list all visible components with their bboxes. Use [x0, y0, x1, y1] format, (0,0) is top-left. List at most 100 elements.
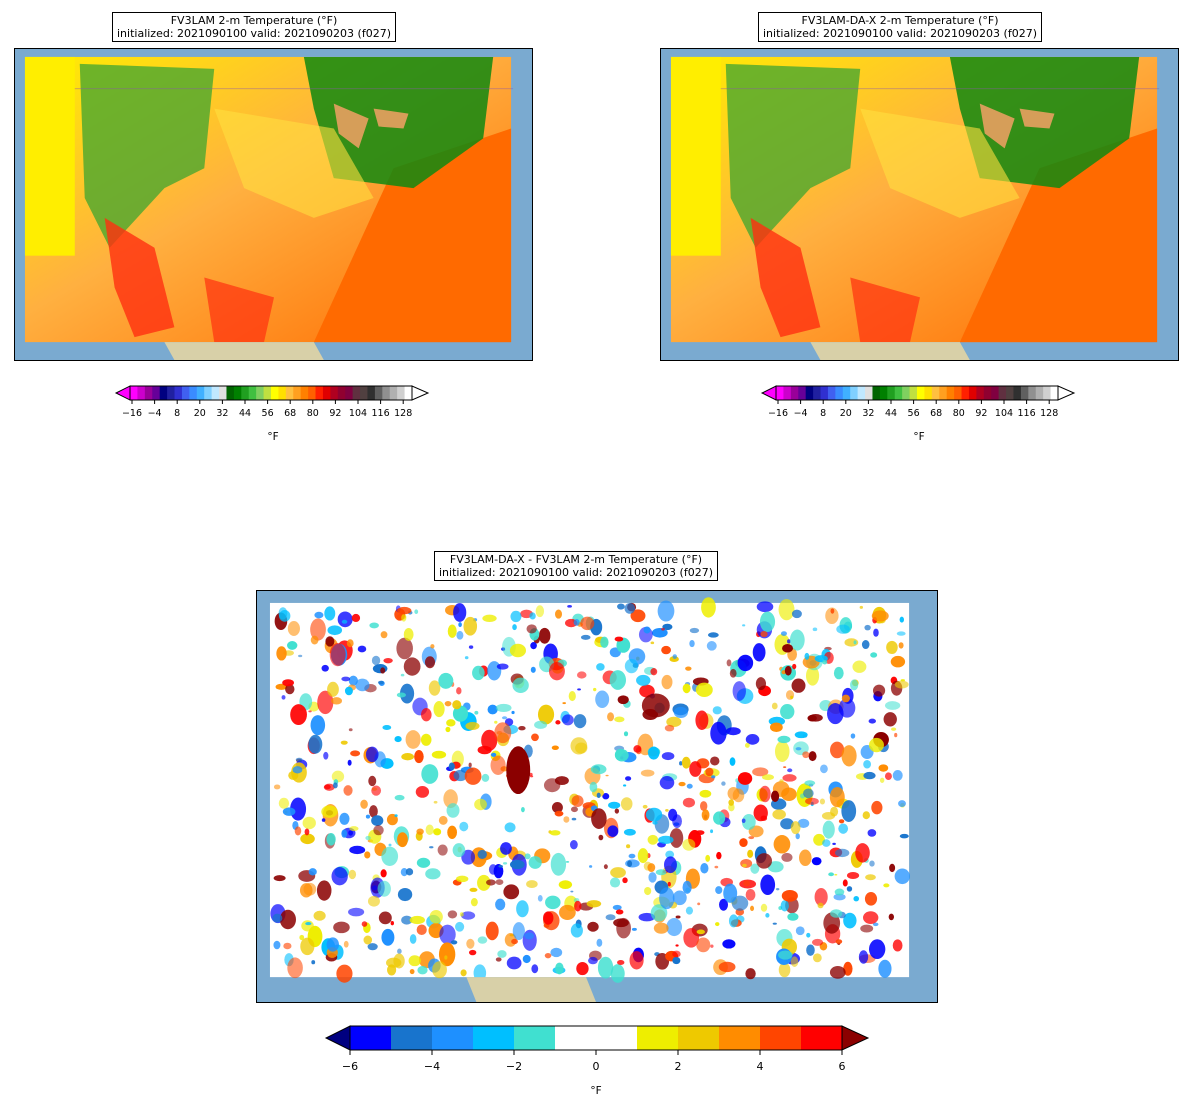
- difference-cell: [490, 755, 506, 776]
- difference-cell: [416, 828, 424, 835]
- difference-cell: [381, 846, 399, 866]
- colorbar-swatch: [1006, 386, 1014, 400]
- difference-cell: [437, 844, 448, 856]
- difference-cell: [740, 858, 753, 868]
- colorbar-swatch: [404, 386, 413, 400]
- difference-cell: [835, 848, 850, 858]
- difference-cell: [465, 722, 480, 731]
- colorbar-tick-label: 2: [675, 1060, 682, 1073]
- difference-cell: [302, 816, 316, 830]
- colorbar-swatch: [813, 386, 822, 400]
- difference-cell: [790, 956, 799, 967]
- difference-cell: [894, 868, 910, 885]
- difference-cell: [610, 867, 626, 878]
- colorbar-outline: [775, 385, 1059, 401]
- colorbar-tick-label: 80: [307, 408, 319, 419]
- difference-cell: [326, 937, 339, 952]
- difference-cell: [432, 961, 447, 979]
- difference-cell: [408, 955, 421, 967]
- difference-cell: [678, 781, 686, 787]
- difference-cell: [346, 639, 354, 648]
- difference-cell: [487, 661, 502, 681]
- difference-cell: [869, 737, 884, 753]
- difference-cell: [347, 759, 352, 766]
- colorbar-swatch: [130, 386, 138, 400]
- colorbar-swatch: [968, 386, 977, 400]
- difference-cell: [447, 624, 457, 638]
- difference-cell: [650, 641, 655, 645]
- difference-cell: [350, 750, 361, 757]
- difference-cell: [638, 912, 656, 922]
- difference-cell: [883, 712, 897, 727]
- difference-cell: [531, 964, 539, 974]
- colorbar-swatch: [241, 386, 250, 400]
- difference-cell: [742, 863, 747, 868]
- colorbar-tick-label: −4: [148, 408, 162, 419]
- difference-cell: [710, 756, 720, 766]
- difference-cell: [596, 938, 603, 947]
- difference-cell: [386, 813, 398, 826]
- difference-cell: [357, 645, 367, 653]
- difference-cell: [400, 673, 405, 677]
- difference-cell: [780, 704, 795, 720]
- difference-cell: [314, 611, 324, 619]
- colorbar-swatch: [189, 386, 198, 400]
- difference-cell: [466, 938, 475, 949]
- colorbar-swatch: [902, 386, 911, 400]
- difference-cell: [481, 773, 490, 782]
- difference-cell: [682, 797, 696, 808]
- difference-cell: [341, 619, 348, 624]
- difference-cell: [817, 902, 824, 909]
- difference-cell: [543, 911, 554, 925]
- difference-cell: [888, 913, 895, 921]
- difference-cell: [534, 720, 548, 729]
- difference-cell: [597, 956, 614, 979]
- difference-cell: [526, 880, 538, 889]
- difference-cell: [863, 759, 871, 769]
- difference-cell: [822, 820, 835, 839]
- difference-cell: [772, 922, 777, 925]
- difference-cell: [748, 836, 755, 840]
- difference-cell: [762, 774, 774, 781]
- colorbar-tick-label: 20: [840, 408, 852, 419]
- difference-cell: [642, 804, 648, 809]
- colorbar-swatch: [308, 386, 317, 400]
- difference-cell: [644, 886, 652, 896]
- colorbar-tick-label: 8: [174, 408, 180, 419]
- difference-cell: [872, 922, 879, 927]
- southwest-hot-area: [104, 217, 175, 338]
- difference-cell: [844, 638, 859, 647]
- difference-cell: [640, 769, 655, 777]
- difference-cell: [310, 715, 326, 736]
- colorbar-swatch: [909, 386, 918, 400]
- colorbar-tick-label: 20: [194, 408, 206, 419]
- difference-cell: [394, 735, 402, 743]
- difference-cell: [659, 775, 675, 790]
- colorbar-swatch: [337, 386, 346, 400]
- difference-cell: [868, 718, 876, 724]
- difference-cell: [819, 798, 826, 805]
- difference-cell: [780, 900, 789, 912]
- difference-cell: [550, 947, 563, 958]
- panel1-map[interactable]: [14, 48, 533, 361]
- difference-cell: [509, 859, 525, 870]
- difference-cell: [414, 750, 424, 764]
- difference-cell: [397, 832, 408, 848]
- difference-cell: [614, 749, 629, 762]
- difference-cell: [574, 900, 582, 912]
- difference-cell: [752, 767, 769, 777]
- difference-cell: [310, 635, 319, 645]
- colorbar-tick-label: 6: [839, 1060, 846, 1073]
- difference-cell: [494, 720, 498, 724]
- difference-cell: [805, 665, 820, 686]
- difference-cell: [276, 646, 287, 661]
- difference-cell: [731, 895, 749, 911]
- difference-cell: [460, 969, 467, 977]
- difference-cell: [477, 849, 487, 859]
- difference-cell: [832, 842, 836, 845]
- panel2-map[interactable]: [660, 48, 1179, 361]
- northwest-green-area: [79, 63, 215, 248]
- panel3-map[interactable]: [256, 590, 938, 1003]
- difference-cell: [369, 622, 379, 629]
- difference-cell: [502, 862, 508, 865]
